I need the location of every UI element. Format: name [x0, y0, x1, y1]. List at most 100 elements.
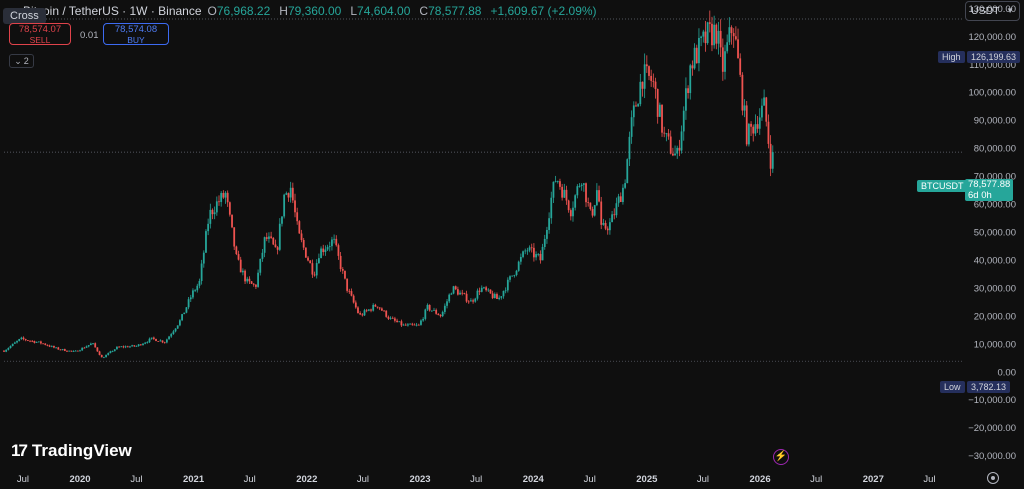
candle-body	[365, 310, 368, 312]
y-tick-label: 0.00	[998, 367, 1017, 378]
y-tick-label: 20,000.00	[974, 311, 1016, 322]
candle	[617, 193, 620, 207]
candle	[202, 250, 205, 268]
candle	[721, 38, 724, 81]
candle-body	[179, 320, 181, 326]
candle	[504, 287, 507, 294]
candle	[211, 208, 214, 220]
tradingview-logo[interactable]: 17 TradingView	[11, 441, 132, 461]
candle	[578, 183, 581, 188]
sell-button[interactable]: 78,574.07 SELL	[9, 23, 71, 45]
candle	[81, 347, 84, 351]
candle	[628, 131, 631, 167]
candle	[324, 245, 327, 256]
candle-body	[213, 212, 216, 215]
candle	[511, 275, 514, 277]
candle-body	[174, 328, 177, 332]
candle-body	[144, 342, 147, 344]
candle-body	[118, 346, 121, 348]
candle	[474, 297, 477, 303]
flash-icon[interactable]: ⚡	[773, 449, 789, 465]
high-item: H79,360.00	[279, 4, 344, 18]
candle	[724, 44, 726, 80]
candle	[289, 181, 292, 203]
candle	[728, 17, 731, 45]
candle	[189, 294, 192, 303]
candle	[346, 278, 349, 293]
candle	[183, 312, 186, 315]
candle-body	[18, 339, 21, 341]
candle	[176, 325, 179, 330]
candle	[480, 285, 483, 293]
candle-body	[704, 31, 707, 44]
candle-body	[422, 318, 425, 321]
candle	[113, 349, 116, 352]
candle-body	[496, 294, 498, 299]
candle	[641, 81, 644, 97]
candle	[493, 292, 496, 299]
candle	[257, 269, 259, 288]
candle	[676, 145, 679, 159]
candle	[433, 307, 435, 311]
candle-body	[747, 123, 750, 145]
candle	[372, 303, 375, 312]
open-item: O76,968.22	[208, 4, 274, 18]
y-tick-label: 60,000.00	[974, 200, 1016, 211]
candle	[452, 285, 455, 295]
candle-body	[122, 346, 125, 348]
candle	[465, 290, 468, 303]
candle	[363, 308, 366, 317]
candle	[135, 345, 138, 347]
candle-body	[200, 263, 203, 281]
candle-body	[24, 339, 27, 341]
candle-body	[398, 321, 401, 323]
candle-body	[385, 310, 388, 317]
candle-body	[628, 136, 631, 160]
candle	[613, 208, 616, 220]
symbol-title[interactable]: Bitcoin / TetherUS · 1W · Binance	[23, 4, 202, 18]
candle	[268, 232, 270, 243]
candle-body	[111, 351, 114, 352]
candle	[589, 202, 592, 211]
candle	[16, 340, 18, 344]
candle	[767, 114, 770, 149]
candle	[224, 191, 227, 204]
candle-body	[326, 247, 329, 250]
candle-body	[611, 214, 613, 223]
candle	[37, 341, 40, 343]
candle-body	[116, 346, 118, 350]
candle	[309, 259, 312, 264]
candle	[587, 197, 590, 207]
settings-icon[interactable]	[987, 472, 999, 484]
candle	[430, 310, 433, 312]
candle-body	[563, 189, 566, 198]
candle-body	[602, 222, 605, 225]
candle	[470, 298, 472, 302]
x-tick-label: Jul	[923, 474, 935, 485]
candle	[630, 110, 633, 144]
indicators-toggle[interactable]: ⌄ 2	[9, 54, 34, 68]
currency-select[interactable]: USDT ▼	[965, 1, 1020, 21]
candle-body	[55, 347, 58, 349]
candle-body	[761, 105, 763, 118]
candle-body	[328, 246, 331, 248]
buy-button[interactable]: 78,574.08 BUY	[103, 23, 169, 45]
candle-body	[771, 152, 774, 169]
candle-body	[192, 290, 194, 298]
candle-body	[578, 186, 581, 187]
candle	[763, 89, 765, 106]
candle-body	[107, 353, 110, 355]
candle	[426, 303, 429, 312]
candle-body	[580, 184, 583, 187]
candle-body	[11, 343, 14, 347]
candle-body	[176, 325, 179, 329]
candle	[317, 253, 320, 264]
candle-body	[485, 287, 488, 291]
candle	[674, 145, 676, 156]
candle-body	[717, 30, 720, 44]
candle	[483, 286, 485, 289]
candle-body	[285, 193, 288, 195]
candle	[650, 69, 653, 87]
candle	[550, 191, 553, 224]
